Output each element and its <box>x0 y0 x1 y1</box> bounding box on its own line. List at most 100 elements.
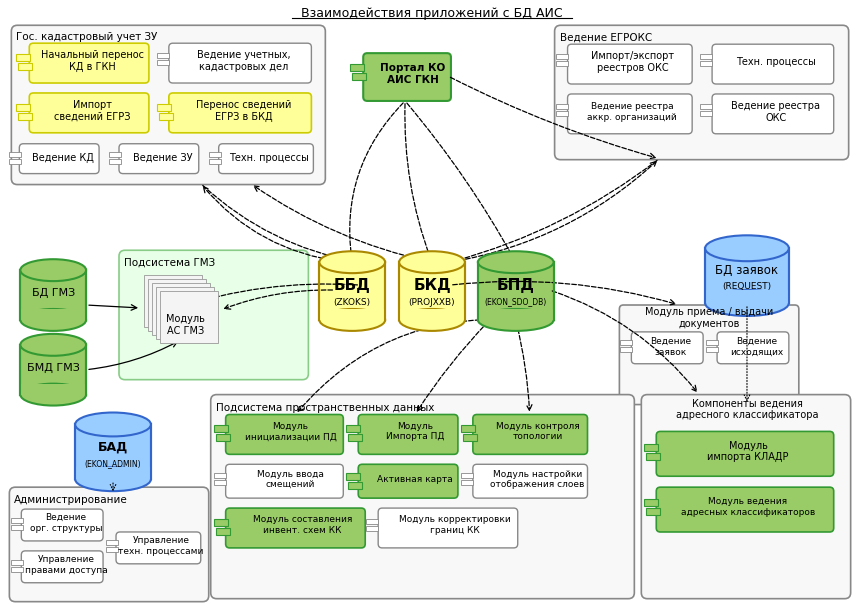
Text: Техн. процессы: Техн. процессы <box>229 153 308 162</box>
Text: БКД: БКД <box>413 278 451 292</box>
FancyBboxPatch shape <box>29 93 149 133</box>
Text: Ведение КД: Ведение КД <box>32 153 94 162</box>
FancyBboxPatch shape <box>705 248 789 303</box>
Bar <box>11 518 23 523</box>
FancyBboxPatch shape <box>219 143 314 173</box>
Ellipse shape <box>320 309 385 331</box>
Bar <box>556 54 568 59</box>
Text: Управление
техн. процессами: Управление техн. процессами <box>118 536 204 555</box>
FancyBboxPatch shape <box>226 414 343 454</box>
Text: Гос. кадастровый учет ЗУ: Гос. кадастровый учет ЗУ <box>16 32 158 42</box>
FancyBboxPatch shape <box>657 487 834 532</box>
Ellipse shape <box>320 251 385 273</box>
Bar <box>213 473 226 478</box>
Text: БАД: БАД <box>98 441 128 454</box>
FancyBboxPatch shape <box>378 508 518 548</box>
Bar <box>556 104 568 109</box>
FancyBboxPatch shape <box>359 414 458 454</box>
FancyBboxPatch shape <box>21 270 86 320</box>
Bar <box>346 425 360 432</box>
FancyBboxPatch shape <box>712 94 834 134</box>
Bar <box>556 111 568 116</box>
Bar <box>350 64 365 71</box>
Text: Модуль приема / выдачи
документов: Модуль приема / выдачи документов <box>645 307 773 329</box>
Bar <box>10 151 22 157</box>
Ellipse shape <box>21 309 86 331</box>
Text: БД заявок: БД заявок <box>715 264 778 276</box>
Text: Ведение
заявок: Ведение заявок <box>650 337 691 357</box>
Text: БМД ГМЗ: БМД ГМЗ <box>27 363 79 373</box>
Text: Импорт/экспорт
реестров ОКС: Импорт/экспорт реестров ОКС <box>591 51 674 73</box>
Bar <box>209 159 220 164</box>
Text: Модуль настройки
отображения слоев: Модуль настройки отображения слоев <box>491 470 585 489</box>
Bar <box>620 347 632 352</box>
Text: Модуль
АС ГМЗ: Модуль АС ГМЗ <box>167 314 206 336</box>
Text: Модуль составления
инвент. схем КК: Модуль составления инвент. схем КК <box>253 516 353 535</box>
Text: Подсистема ГМЗ: Подсистема ГМЗ <box>124 257 215 267</box>
Text: Ведение реестра
аккр. организаций: Ведение реестра аккр. организаций <box>588 102 677 121</box>
FancyBboxPatch shape <box>168 93 311 133</box>
FancyBboxPatch shape <box>399 309 465 320</box>
Bar <box>209 151 220 157</box>
Text: Ведение реестра
ОКС: Ведение реестра ОКС <box>732 101 821 123</box>
Text: Модуль
инициализации ПД: Модуль инициализации ПД <box>245 422 336 441</box>
FancyBboxPatch shape <box>10 487 209 601</box>
FancyBboxPatch shape <box>712 44 834 84</box>
Bar <box>16 54 30 61</box>
FancyBboxPatch shape <box>226 508 365 548</box>
FancyBboxPatch shape <box>226 464 343 498</box>
Ellipse shape <box>21 334 86 356</box>
Bar <box>645 444 658 451</box>
Bar <box>461 480 473 485</box>
Bar <box>556 61 568 66</box>
FancyBboxPatch shape <box>21 345 86 395</box>
Ellipse shape <box>399 309 465 331</box>
FancyBboxPatch shape <box>75 467 151 479</box>
FancyBboxPatch shape <box>657 432 834 476</box>
Bar <box>152 283 210 335</box>
Text: Ведение
исходящих: Ведение исходящих <box>730 337 784 357</box>
FancyBboxPatch shape <box>320 309 385 320</box>
FancyBboxPatch shape <box>211 395 634 599</box>
Bar <box>216 435 230 441</box>
Bar <box>461 425 475 432</box>
Bar <box>156 287 213 339</box>
FancyBboxPatch shape <box>473 414 588 454</box>
Text: Модуль ведения
адресных классификаторов: Модуль ведения адресных классификаторов <box>681 497 815 517</box>
Text: Импорт
сведений ЕГРЗ: Импорт сведений ЕГРЗ <box>54 100 130 122</box>
Bar <box>18 113 32 120</box>
Text: Модуль контроля
топологии: Модуль контроля топологии <box>496 422 580 441</box>
Bar <box>11 525 23 530</box>
Text: (EKON_SDO_DB): (EKON_SDO_DB) <box>485 297 547 306</box>
Text: Модуль
импорта КЛАДР: Модуль импорта КЛАДР <box>708 441 789 462</box>
Text: Модуль корректировки
границ КК: Модуль корректировки границ КК <box>399 516 511 535</box>
Text: Активная карта: Активная карта <box>378 474 453 484</box>
Bar <box>646 454 660 460</box>
FancyBboxPatch shape <box>116 532 200 564</box>
Text: Администрирование: Администрирование <box>15 495 128 505</box>
Bar <box>109 159 121 164</box>
Ellipse shape <box>21 384 86 406</box>
FancyBboxPatch shape <box>632 332 703 364</box>
Bar <box>700 111 712 116</box>
Bar <box>213 425 227 432</box>
Bar <box>700 61 712 66</box>
Text: (EKON_ADMIN): (EKON_ADMIN) <box>85 459 142 468</box>
FancyBboxPatch shape <box>717 332 789 364</box>
FancyBboxPatch shape <box>29 43 149 83</box>
Text: Ведение учетных,
кадастровых дел: Ведение учетных, кадастровых дел <box>197 50 290 72</box>
Bar <box>213 519 227 526</box>
Bar <box>366 526 378 531</box>
Text: Ведение ЗУ: Ведение ЗУ <box>133 153 193 162</box>
FancyBboxPatch shape <box>478 309 554 320</box>
FancyBboxPatch shape <box>399 262 465 320</box>
Bar <box>213 480 226 485</box>
Ellipse shape <box>75 467 151 491</box>
Bar <box>160 291 218 343</box>
Text: (REQUEST): (REQUEST) <box>722 281 772 291</box>
Text: БПД: БПД <box>497 278 535 292</box>
FancyBboxPatch shape <box>119 250 308 379</box>
Bar <box>159 113 173 120</box>
Bar <box>106 540 118 545</box>
FancyBboxPatch shape <box>619 305 799 405</box>
